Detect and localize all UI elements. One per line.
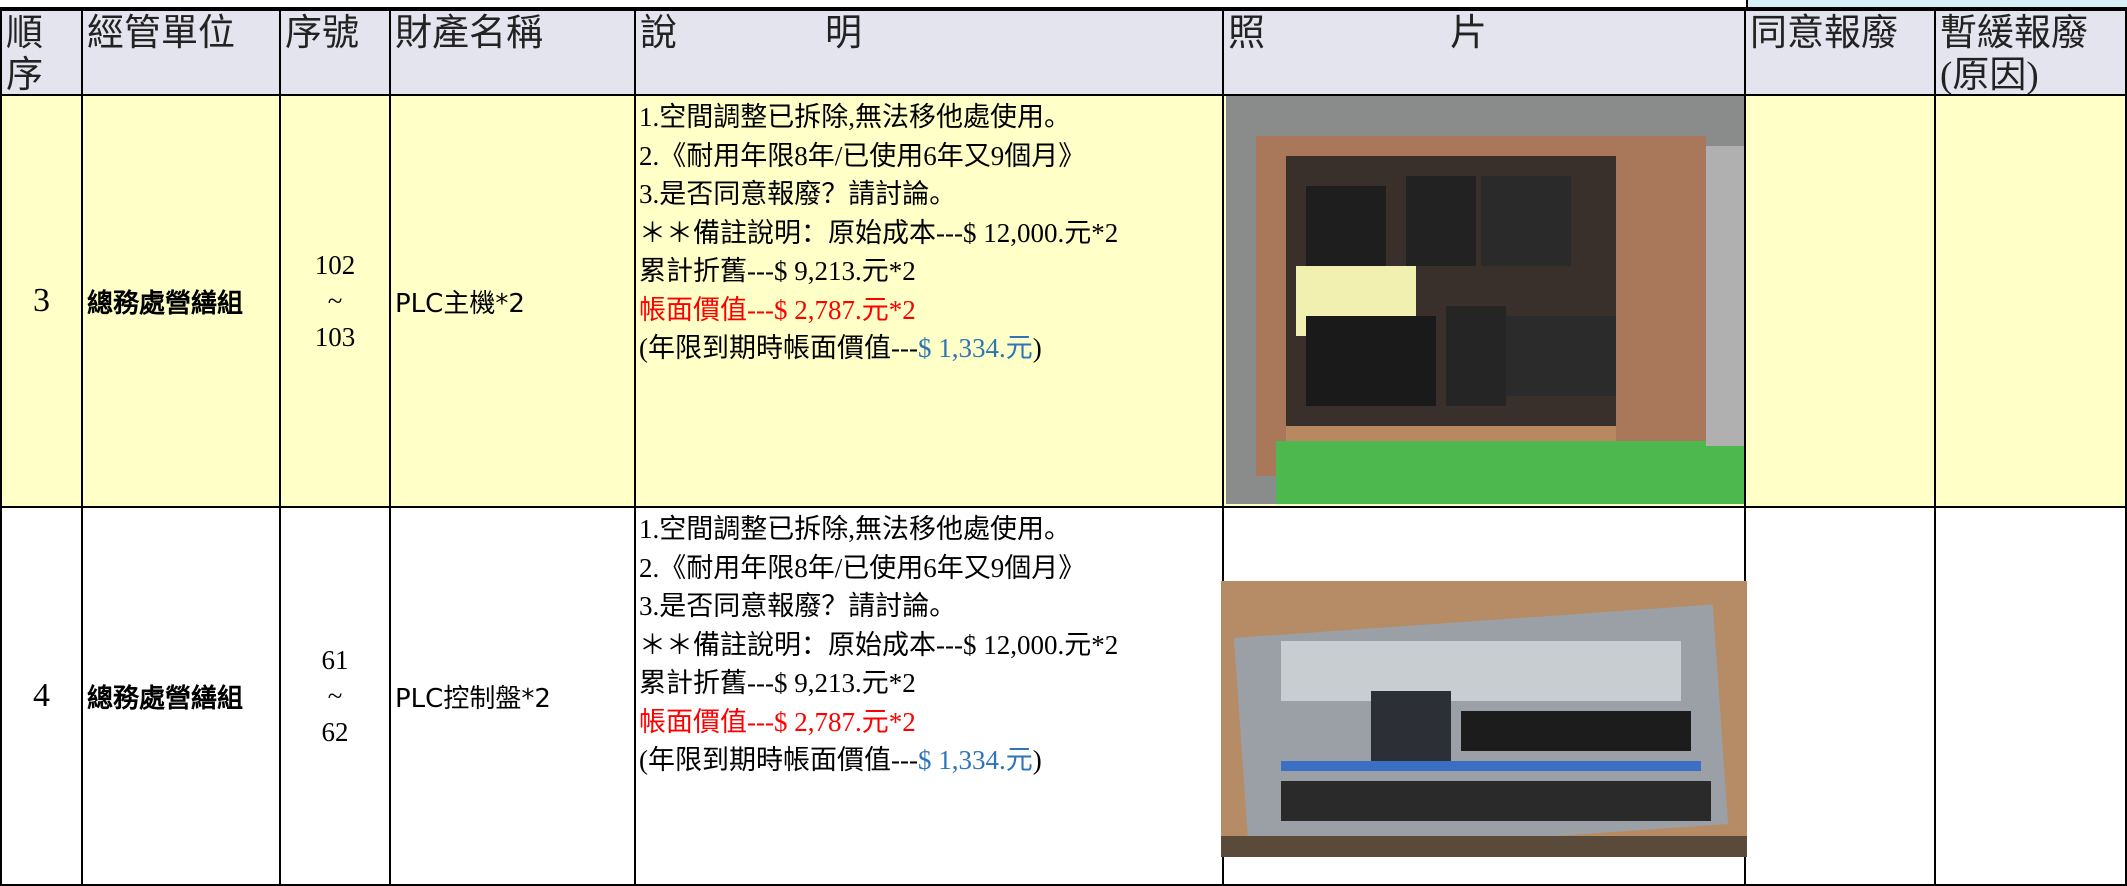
header-text: 財產名稱 — [395, 13, 543, 54]
approve-cell — [1746, 508, 1936, 886]
description-line: 帳面價值---$ 2,787.元*2 — [639, 291, 1219, 330]
order-cell: 3 — [2, 96, 83, 508]
top-strip — [0, 0, 2127, 9]
description-text: 2.《耐用年限8年/已使用6年又9個月》 — [639, 552, 1086, 583]
header-cell: 序號 — [281, 11, 391, 96]
description-text: $ 1,334.元 — [917, 745, 1033, 775]
unit-cell: 總務處營繕組 — [83, 96, 281, 508]
description-line: 帳面價值---$ 2,787.元*2 — [639, 703, 1219, 742]
description-text: 1.空間調整已拆除,無法移他處使用。 — [639, 102, 1071, 132]
description-line: (年限到期時帳面價值---$ 1,334.元) — [639, 741, 1219, 780]
header-text: 暫緩報廢 — [1940, 13, 2088, 54]
table: 順序經管單位 序號 財產名稱說 明照 片同意報廢 暫緩報廢 (原因) 3 總務處營繕組 102… — [0, 9, 2127, 886]
header-text: 說 明 — [640, 13, 862, 54]
header-cell: 財產名稱 — [391, 11, 636, 96]
unit-cell: 總務處營繕組 — [83, 508, 281, 886]
header-text: 照 片 — [1228, 13, 1487, 54]
unit: 總務處營繕組 — [87, 683, 244, 714]
description-line: 2.《耐用年限8年/已使用6年又9個月》 — [639, 549, 1219, 588]
header-cell: 說 明 — [636, 11, 1224, 96]
unit: 總務處營繕組 — [87, 288, 244, 319]
order: 4 — [33, 677, 50, 714]
serial: ~ — [327, 681, 343, 711]
description-text: 3.是否同意報廢？請討論。 — [639, 179, 957, 209]
description-line: 2.《耐用年限8年/已使用6年又9個月》 — [639, 137, 1219, 176]
order-cell: 4 — [2, 508, 83, 886]
description-text: ) — [1032, 745, 1042, 775]
name-cell: PLC主機*2 — [391, 96, 636, 508]
description-line: ＊＊備註說明：原始成本---$ 12,000.元*2 — [639, 214, 1219, 253]
description-text: (年限到期時帳面價值--- — [639, 745, 918, 775]
description-text: ＊＊備註說明：原始成本---$ 12,000.元*2 — [639, 629, 1119, 660]
serial: 103 — [314, 322, 356, 352]
photo — [1226, 96, 1744, 504]
description-text: 2.《耐用年限8年/已使用6年又9個月》 — [639, 140, 1086, 171]
header-cell: 順序 — [2, 11, 83, 96]
serial-cell: 102 ~103 — [281, 96, 391, 508]
approve-cell — [1746, 96, 1936, 508]
top-strip-blue — [1746, 0, 2127, 9]
name-cell: PLC控制盤*2 — [391, 508, 636, 886]
description-text: (年限到期時帳面價值--- — [639, 333, 918, 363]
description-text: $ 1,334.元 — [917, 333, 1033, 363]
description-text: 累計折舊---$ 9,213.元*2 — [639, 256, 916, 286]
header-cell: 暫緩報廢 (原因) — [1936, 11, 2127, 96]
serial: 62 — [321, 717, 349, 747]
header-cell: 同意報廢 — [1746, 11, 1936, 96]
description-line: 累計折舊---$ 9,213.元*2 — [639, 252, 1219, 291]
serial: 61 — [321, 645, 349, 675]
item-name: PLC主機*2 — [395, 288, 525, 319]
description-line: 3.是否同意報廢？請討論。 — [639, 175, 1219, 214]
serial: ~ — [327, 286, 343, 316]
description-line: (年限到期時帳面價值---$ 1,334.元) — [639, 329, 1219, 368]
description-text: 帳面價值---$ 2,787.元*2 — [639, 706, 916, 737]
description-line: ＊＊備註說明：原始成本---$ 12,000.元*2 — [639, 626, 1219, 665]
description-line: 累計折舊---$ 9,213.元*2 — [639, 664, 1219, 703]
item-name: PLC控制盤*2 — [395, 683, 551, 714]
header-text: (原因) — [1940, 55, 2039, 96]
defer-cell — [1936, 508, 2127, 886]
description-text: ＊＊備註說明：原始成本---$ 12,000.元*2 — [639, 217, 1119, 248]
serial: 102 — [314, 250, 356, 280]
header-text: 序號 — [285, 13, 359, 54]
description-text: 3.是否同意報廢？請討論。 — [639, 591, 957, 621]
header-cell: 經管單位 — [83, 11, 281, 96]
header-text: 經管單位 — [87, 13, 235, 54]
description-text: 1.空間調整已拆除,無法移他處使用。 — [639, 514, 1071, 544]
defer-cell — [1936, 96, 2127, 508]
description-text: ) — [1032, 333, 1042, 363]
header-cell: 照 片 — [1224, 11, 1746, 96]
serial-cell: 61 ~62 — [281, 508, 391, 886]
header-text: 同意報廢 — [1750, 13, 1898, 54]
description-line: 1.空間調整已拆除,無法移他處使用。 — [639, 98, 1219, 137]
description-line: 3.是否同意報廢？請討論。 — [639, 587, 1219, 626]
photo — [1221, 581, 1747, 857]
header-text: 序 — [6, 55, 43, 96]
description-line: 1.空間調整已拆除,無法移他處使用。 — [639, 510, 1219, 549]
description-cell: 1.空間調整已拆除,無法移他處使用。 2.《耐用年限8年/已使用6年又9個月》 3.… — [636, 96, 1224, 508]
order: 3 — [33, 282, 50, 319]
description-text: 帳面價值---$ 2,787.元*2 — [639, 294, 916, 325]
description-cell: 1.空間調整已拆除,無法移他處使用。 2.《耐用年限8年/已使用6年又9個月》 3.… — [636, 508, 1224, 886]
description-text: 累計折舊---$ 9,213.元*2 — [639, 668, 916, 698]
header-text: 順 — [6, 13, 43, 54]
